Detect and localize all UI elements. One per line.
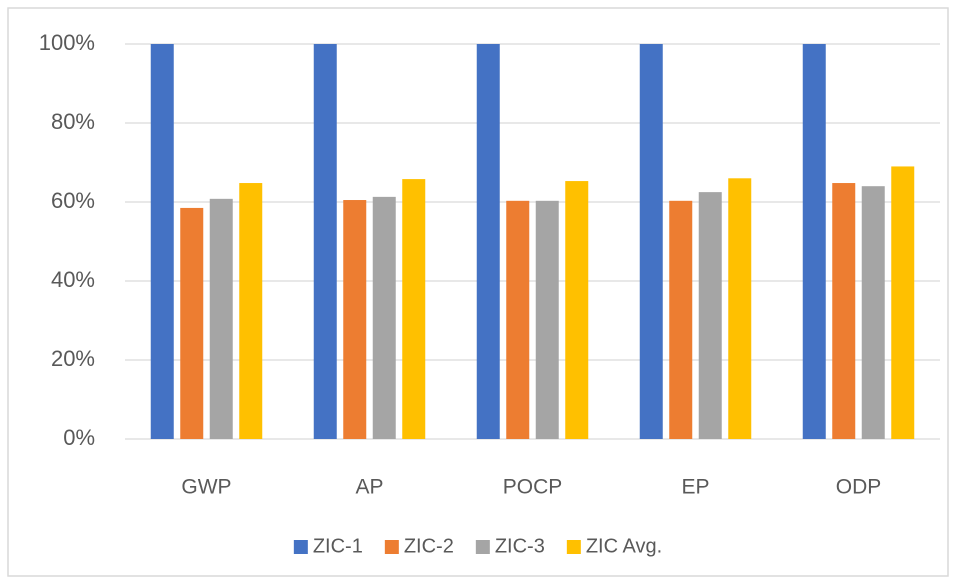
x-tick-label: GWP (181, 476, 231, 499)
y-tick-label: 80% (51, 109, 95, 134)
legend-label: ZIC-1 (313, 535, 363, 557)
bar (861, 186, 885, 439)
bar (150, 44, 174, 439)
bar (565, 181, 589, 439)
y-tick-label: 40% (51, 267, 95, 292)
bar (313, 44, 337, 439)
x-tick-label: EP (681, 476, 709, 499)
bar (728, 178, 752, 440)
legend-swatch (384, 540, 399, 554)
bar (669, 200, 693, 439)
x-tick-label: AP (355, 476, 383, 499)
y-tick-label: 60% (51, 188, 95, 213)
x-tick-label: ODP (836, 476, 882, 499)
y-tick-label: 20% (51, 346, 95, 371)
legend-label: ZIC Avg. (586, 535, 662, 557)
bar (343, 200, 367, 439)
bar (209, 198, 233, 439)
bar (698, 192, 722, 439)
bar (506, 200, 530, 439)
bar (535, 200, 559, 439)
legend-swatch (566, 540, 581, 554)
bar (639, 44, 663, 439)
bar (476, 44, 500, 439)
legend-swatch (475, 540, 490, 554)
bar (832, 183, 856, 439)
bar (802, 44, 826, 439)
y-tick-label: 100% (39, 30, 95, 55)
x-tick-label: POCP (503, 476, 563, 499)
bar (180, 207, 204, 439)
bar (402, 179, 426, 439)
legend-label: ZIC-3 (495, 535, 545, 557)
legend-swatch (293, 540, 308, 554)
y-tick-label: 0% (63, 425, 95, 450)
bar (372, 196, 396, 439)
bar (239, 183, 263, 439)
legend-label: ZIC-2 (404, 535, 454, 557)
bar (891, 166, 915, 439)
